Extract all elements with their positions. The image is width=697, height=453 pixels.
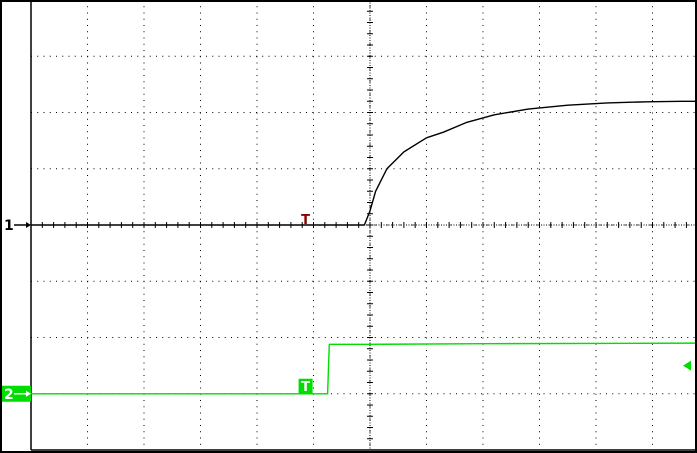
channel-2-ground-marker: 2 [2,385,31,403]
channel-marker-label: 2 [4,387,14,403]
trigger-marker-box [298,378,313,394]
trace-channel-2 [31,342,697,395]
trigger-marker-label: T [301,380,310,395]
channel-1-ground-marker: 1 [4,218,31,234]
trigger-marker-label: T [301,213,310,228]
channel-marker-label: 1 [4,218,14,234]
trigger-level-marker [683,360,691,371]
channel-marker-arrow-head [26,222,31,228]
markers: 1 2 T T [2,213,691,403]
channel-marker-arrow-head [26,390,31,397]
trigger-marker: T [298,378,313,395]
trace-channel-1 [31,100,697,226]
trigger-marker: T [301,213,310,228]
traces [31,100,697,395]
